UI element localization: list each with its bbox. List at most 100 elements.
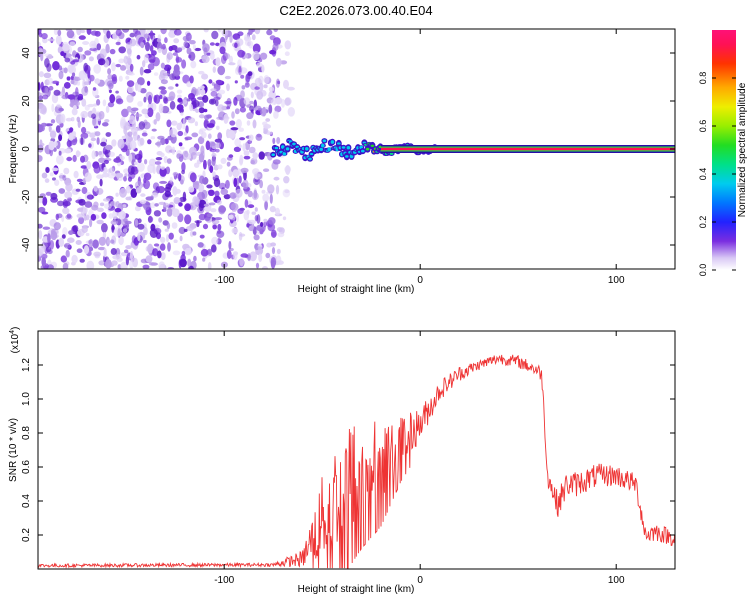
noise-blob — [103, 247, 107, 258]
noise-blob — [112, 254, 120, 260]
noise-blob — [182, 35, 190, 42]
noise-blob — [80, 155, 86, 163]
noise-blob — [86, 260, 95, 269]
noise-blob — [203, 47, 208, 56]
noise-blob — [198, 129, 204, 135]
noise-blob — [200, 145, 205, 155]
noise-blob — [231, 227, 239, 234]
noise-blob — [176, 47, 183, 53]
noise-blob — [50, 119, 56, 124]
noise-blob — [149, 45, 154, 52]
noise-blob — [198, 183, 205, 193]
noise-blob — [129, 250, 134, 261]
noise-blob — [167, 242, 171, 252]
noise-blob — [269, 193, 273, 204]
noise-blob — [178, 142, 183, 147]
noise-blob — [62, 43, 70, 52]
noise-blob — [96, 99, 101, 106]
spectrogram-y-label: Frequency (Hz) — [8, 115, 19, 184]
noise-blob — [241, 85, 246, 90]
noise-blob — [124, 173, 128, 178]
noise-blob — [284, 40, 292, 50]
noise-blob — [155, 142, 162, 146]
noise-blob — [115, 41, 121, 46]
noise-blob — [137, 162, 145, 172]
noise-blob — [270, 229, 277, 238]
noise-blob — [187, 117, 196, 124]
noise-blob — [263, 218, 268, 223]
noise-blob — [212, 171, 216, 177]
noise-blob — [248, 146, 256, 154]
noise-blob — [124, 141, 132, 146]
noise-blob — [252, 152, 258, 160]
noise-blob — [127, 131, 133, 137]
noise-blob — [173, 239, 178, 243]
noise-blob — [188, 186, 195, 193]
noise-blob — [201, 73, 209, 80]
noise-blob — [137, 218, 142, 224]
noise-blob — [185, 125, 189, 134]
noise-blob — [175, 83, 179, 87]
noise-blob — [277, 227, 283, 232]
noise-blob — [273, 176, 280, 181]
noise-blob — [178, 202, 183, 207]
noise-blob — [47, 233, 51, 244]
noise-blob — [255, 262, 260, 269]
noise-blob — [63, 167, 70, 175]
noise-blob — [62, 199, 69, 209]
noise-blob — [171, 222, 178, 229]
noise-blob — [100, 141, 107, 147]
noise-blob — [91, 118, 99, 127]
noise-blob — [224, 100, 232, 105]
noise-blob — [254, 29, 261, 35]
noise-blob — [41, 172, 48, 179]
noise-blob — [93, 251, 101, 257]
noise-blob — [62, 262, 69, 269]
noise-blob — [203, 159, 207, 170]
noise-blob — [171, 120, 178, 126]
noise-blob — [66, 156, 73, 162]
y-tick-label: 40 — [21, 47, 32, 59]
noise-blob — [65, 29, 72, 32]
noise-blob — [252, 50, 260, 61]
noise-blob — [140, 42, 145, 49]
noise-blob — [57, 29, 62, 37]
noise-blob — [273, 110, 279, 119]
noise-blob — [160, 236, 166, 243]
noise-blob — [172, 250, 181, 256]
noise-blob — [243, 150, 250, 157]
noise-blob — [262, 193, 270, 202]
noise-blob — [98, 157, 106, 164]
noise-blob — [108, 213, 114, 219]
noise-blob — [71, 108, 78, 116]
noise-blob — [247, 253, 251, 261]
noise-blob — [208, 189, 215, 196]
noise-blob — [209, 51, 215, 61]
snr-y-ticks: 0.2 0.4 0.6 0.8 1.0 1.2 — [21, 358, 675, 542]
noise-blob — [160, 165, 166, 170]
noise-blob — [192, 44, 196, 50]
noise-blob — [97, 58, 106, 66]
noise-blob — [273, 29, 278, 33]
noise-blob — [71, 254, 78, 264]
noise-blob — [277, 232, 285, 238]
noise-blob — [243, 170, 247, 181]
noise-blob — [143, 69, 152, 74]
noise-blob — [63, 67, 68, 74]
noise-blob — [229, 192, 237, 199]
noise-blob — [261, 64, 265, 73]
noise-blob — [234, 42, 238, 49]
noise-blob — [157, 48, 162, 54]
noise-blob — [49, 130, 57, 139]
noise-blob — [81, 186, 88, 195]
noise-blob — [58, 65, 63, 71]
noise-blob — [107, 239, 110, 244]
noise-blob — [199, 234, 205, 239]
noise-blob — [78, 198, 86, 206]
noise-blob — [108, 167, 115, 174]
noise-blob — [272, 42, 279, 52]
noise-blob — [96, 219, 104, 225]
snr-x-ticks: -100 0 100 — [214, 331, 625, 586]
signal-band-core — [381, 147, 675, 151]
noise-blob — [272, 159, 281, 165]
